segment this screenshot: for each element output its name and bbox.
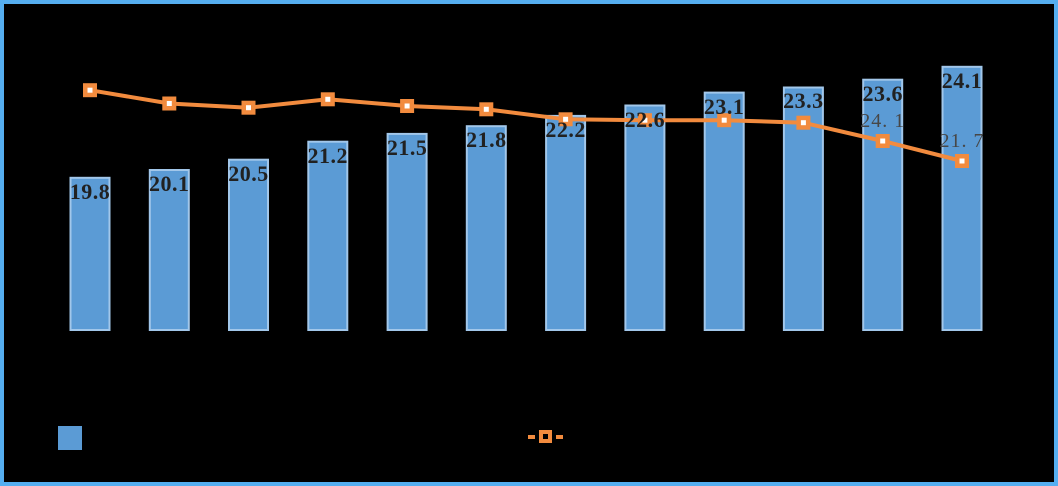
line-marker-center — [721, 117, 727, 123]
bar — [69, 176, 111, 331]
bar — [465, 125, 507, 331]
line-marker-center — [563, 116, 569, 122]
legend-line-marker-hole — [543, 434, 548, 439]
line-marker-center — [642, 117, 648, 123]
bar — [228, 158, 269, 331]
line-marker-center — [483, 106, 489, 112]
legend-line-marker-swatch — [528, 426, 568, 446]
bar — [307, 140, 349, 331]
line-marker-center — [166, 101, 172, 106]
legend-line-dash-right — [556, 435, 563, 439]
legend-line-marker-icon — [539, 430, 552, 443]
bar — [545, 114, 587, 332]
bar — [703, 91, 745, 331]
bar — [862, 78, 904, 331]
line-marker-center — [87, 87, 93, 93]
legend-line-dash-left — [528, 435, 535, 439]
line-marker-center — [325, 96, 331, 102]
legend-bar-swatch — [58, 426, 82, 450]
line-marker-center — [404, 103, 410, 109]
legend — [4, 4, 1054, 482]
bar — [941, 65, 983, 332]
combo-chart-canvas — [69, 65, 983, 332]
trend-line — [89, 88, 963, 163]
line-marker-center — [880, 138, 886, 144]
bar — [624, 104, 666, 331]
bar — [386, 132, 428, 331]
bar — [148, 169, 190, 331]
line-marker-center — [800, 120, 806, 126]
line-marker-center — [246, 105, 251, 111]
line-marker-center — [959, 158, 965, 164]
